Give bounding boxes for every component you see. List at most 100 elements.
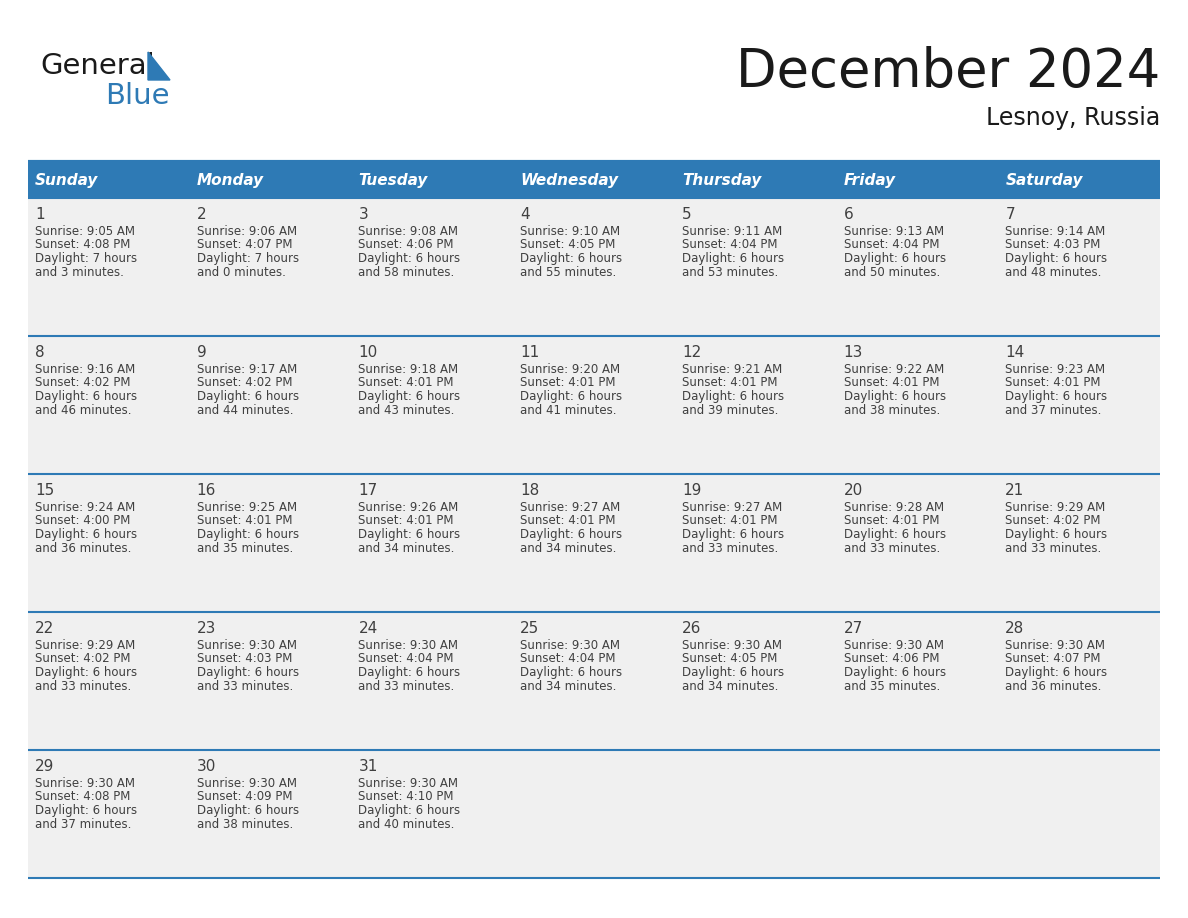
Text: and 53 minutes.: and 53 minutes. [682,265,778,278]
Text: Daylight: 6 hours: Daylight: 6 hours [359,666,461,679]
Text: 27: 27 [843,621,862,636]
Text: and 43 minutes.: and 43 minutes. [359,404,455,417]
Text: and 37 minutes.: and 37 minutes. [34,818,132,831]
Text: and 33 minutes.: and 33 minutes. [359,679,455,692]
Text: and 0 minutes.: and 0 minutes. [197,265,285,278]
Text: Daylight: 6 hours: Daylight: 6 hours [843,666,946,679]
Text: Sunset: 4:00 PM: Sunset: 4:00 PM [34,514,131,528]
Text: 23: 23 [197,621,216,636]
Text: and 39 minutes.: and 39 minutes. [682,404,778,417]
Text: Daylight: 6 hours: Daylight: 6 hours [843,528,946,541]
Bar [836,162,998,198]
Text: Sunset: 4:03 PM: Sunset: 4:03 PM [1005,239,1100,252]
Text: and 35 minutes.: and 35 minutes. [197,542,293,554]
Bar [29,474,190,612]
Bar [998,612,1159,750]
Bar [513,612,675,750]
Text: Sunrise: 9:24 AM: Sunrise: 9:24 AM [34,501,135,514]
Text: 6: 6 [843,207,853,222]
Text: Sunrise: 9:11 AM: Sunrise: 9:11 AM [682,225,782,238]
Bar [836,474,998,612]
Text: Sunrise: 9:30 AM: Sunrise: 9:30 AM [520,639,620,652]
Text: Sunrise: 9:08 AM: Sunrise: 9:08 AM [359,225,459,238]
Text: Sunrise: 9:30 AM: Sunrise: 9:30 AM [1005,639,1105,652]
Bar [352,750,513,878]
Text: 17: 17 [359,483,378,498]
Text: Sunrise: 9:23 AM: Sunrise: 9:23 AM [1005,363,1105,376]
Text: Sunset: 4:01 PM: Sunset: 4:01 PM [843,376,939,389]
Text: Daylight: 6 hours: Daylight: 6 hours [34,528,137,541]
Text: and 40 minutes.: and 40 minutes. [359,818,455,831]
Text: 25: 25 [520,621,539,636]
Text: 19: 19 [682,483,701,498]
Text: and 33 minutes.: and 33 minutes. [843,542,940,554]
Text: Sunrise: 9:14 AM: Sunrise: 9:14 AM [1005,225,1106,238]
Text: Wednesday: Wednesday [520,173,618,187]
Text: Sunrise: 9:05 AM: Sunrise: 9:05 AM [34,225,135,238]
Text: and 55 minutes.: and 55 minutes. [520,265,617,278]
Text: Sunset: 4:07 PM: Sunset: 4:07 PM [197,239,292,252]
Text: 21: 21 [1005,483,1024,498]
Text: Sunset: 4:07 PM: Sunset: 4:07 PM [1005,653,1101,666]
Text: Sunrise: 9:30 AM: Sunrise: 9:30 AM [359,639,459,652]
Text: and 38 minutes.: and 38 minutes. [197,818,293,831]
Text: Daylight: 6 hours: Daylight: 6 hours [359,528,461,541]
Text: and 36 minutes.: and 36 minutes. [34,542,132,554]
Bar [29,612,190,750]
Bar [998,162,1159,198]
Text: Sunrise: 9:21 AM: Sunrise: 9:21 AM [682,363,782,376]
Text: Sunrise: 9:27 AM: Sunrise: 9:27 AM [520,501,620,514]
Text: Sunset: 4:01 PM: Sunset: 4:01 PM [1005,376,1101,389]
Text: Daylight: 6 hours: Daylight: 6 hours [1005,252,1107,265]
Text: Daylight: 6 hours: Daylight: 6 hours [520,528,623,541]
Bar [29,162,190,198]
Text: Sunrise: 9:27 AM: Sunrise: 9:27 AM [682,501,782,514]
Text: and 3 minutes.: and 3 minutes. [34,265,124,278]
Text: Sunset: 4:01 PM: Sunset: 4:01 PM [520,514,615,528]
Bar [675,612,836,750]
Bar [836,750,998,878]
Text: and 33 minutes.: and 33 minutes. [34,679,131,692]
Text: 30: 30 [197,759,216,774]
Text: Lesnoy, Russia: Lesnoy, Russia [986,106,1159,130]
Text: Sunrise: 9:30 AM: Sunrise: 9:30 AM [197,639,297,652]
Text: Daylight: 6 hours: Daylight: 6 hours [682,528,784,541]
Text: Sunrise: 9:22 AM: Sunrise: 9:22 AM [843,363,943,376]
Text: Daylight: 6 hours: Daylight: 6 hours [682,666,784,679]
Text: 29: 29 [34,759,55,774]
Bar [513,162,675,198]
Text: Sunrise: 9:16 AM: Sunrise: 9:16 AM [34,363,135,376]
Text: Blue: Blue [106,82,170,110]
Text: and 41 minutes.: and 41 minutes. [520,404,617,417]
Bar [352,612,513,750]
Text: Daylight: 6 hours: Daylight: 6 hours [843,390,946,403]
Text: 4: 4 [520,207,530,222]
Text: Daylight: 6 hours: Daylight: 6 hours [197,390,299,403]
Text: and 33 minutes.: and 33 minutes. [682,542,778,554]
Text: Sunset: 4:08 PM: Sunset: 4:08 PM [34,790,131,803]
Text: Sunrise: 9:25 AM: Sunrise: 9:25 AM [197,501,297,514]
Text: Sunday: Sunday [34,173,99,187]
Text: Sunset: 4:10 PM: Sunset: 4:10 PM [359,790,454,803]
Text: 1: 1 [34,207,45,222]
Bar [836,198,998,336]
Bar [998,750,1159,878]
Text: Sunrise: 9:20 AM: Sunrise: 9:20 AM [520,363,620,376]
Bar [998,474,1159,612]
Text: Daylight: 6 hours: Daylight: 6 hours [520,252,623,265]
Text: General: General [40,52,154,80]
Text: 20: 20 [843,483,862,498]
Text: and 48 minutes.: and 48 minutes. [1005,265,1101,278]
Text: and 33 minutes.: and 33 minutes. [1005,542,1101,554]
Bar [29,198,190,336]
Bar [352,198,513,336]
Bar [190,474,352,612]
Text: Sunset: 4:05 PM: Sunset: 4:05 PM [520,239,615,252]
Bar [29,750,190,878]
Text: and 33 minutes.: and 33 minutes. [197,679,293,692]
Text: Sunset: 4:01 PM: Sunset: 4:01 PM [359,376,454,389]
Text: Thursday: Thursday [682,173,762,187]
Text: 16: 16 [197,483,216,498]
Bar [29,336,190,474]
Text: Sunrise: 9:06 AM: Sunrise: 9:06 AM [197,225,297,238]
